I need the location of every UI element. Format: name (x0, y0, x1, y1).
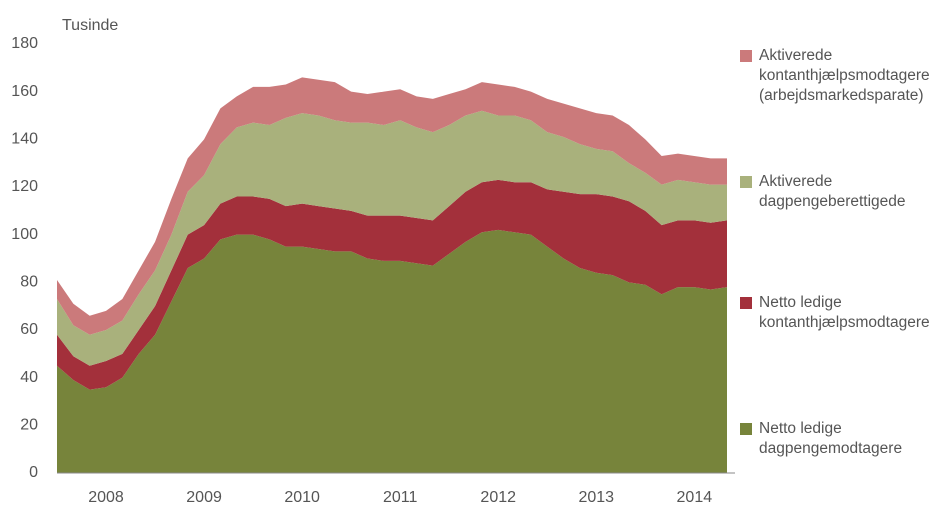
x-tick-label: 2014 (677, 489, 713, 506)
y-tick-label: 160 (11, 83, 38, 100)
legend-swatch (740, 297, 752, 309)
legend-label: Netto ledige dagpengemodtagere (759, 420, 903, 457)
legend-swatch (740, 176, 752, 188)
area (57, 110, 727, 366)
legend-swatch (740, 423, 752, 435)
legend-item: Netto ledige dagpengemodtagere (740, 419, 950, 459)
legend-label: Netto ledige kontanthjælpsmodtagere (759, 294, 930, 331)
x-tick-label: 2012 (480, 489, 516, 506)
y-axis-label: Tusinde (62, 17, 118, 34)
area (57, 229, 727, 473)
y-tick-label: 20 (20, 417, 38, 434)
y-tick-label: 140 (11, 131, 38, 148)
area (57, 179, 727, 390)
y-tick-label: 0 (29, 464, 38, 481)
legend-label: Aktiverede kontanthjælpsmodtagere (arbej… (759, 47, 930, 104)
x-tick-label: 2011 (383, 489, 418, 506)
x-tick-label: 2010 (284, 489, 320, 506)
x-tick-label: 2009 (186, 489, 222, 506)
y-tick-label: 180 (11, 35, 38, 52)
area (57, 77, 727, 335)
x-tick-label: 2008 (88, 489, 124, 506)
legend-item: Aktiverede kontanthjælpsmodtagere (arbej… (740, 46, 950, 106)
legend-swatch (740, 50, 752, 62)
legend-label: Aktiverede dagpengeberettigede (759, 173, 906, 210)
y-tick-label: 100 (11, 226, 38, 243)
legend-item: Netto ledige kontanthjælpsmodtagere (740, 293, 950, 333)
y-tick-label: 40 (20, 369, 38, 386)
legend-item: Aktiverede dagpengeberettigede (740, 172, 950, 212)
y-tick-label: 60 (20, 321, 38, 338)
y-tick-label: 120 (11, 178, 38, 195)
x-tick-label: 2013 (578, 489, 614, 506)
y-tick-label: 80 (20, 274, 38, 291)
